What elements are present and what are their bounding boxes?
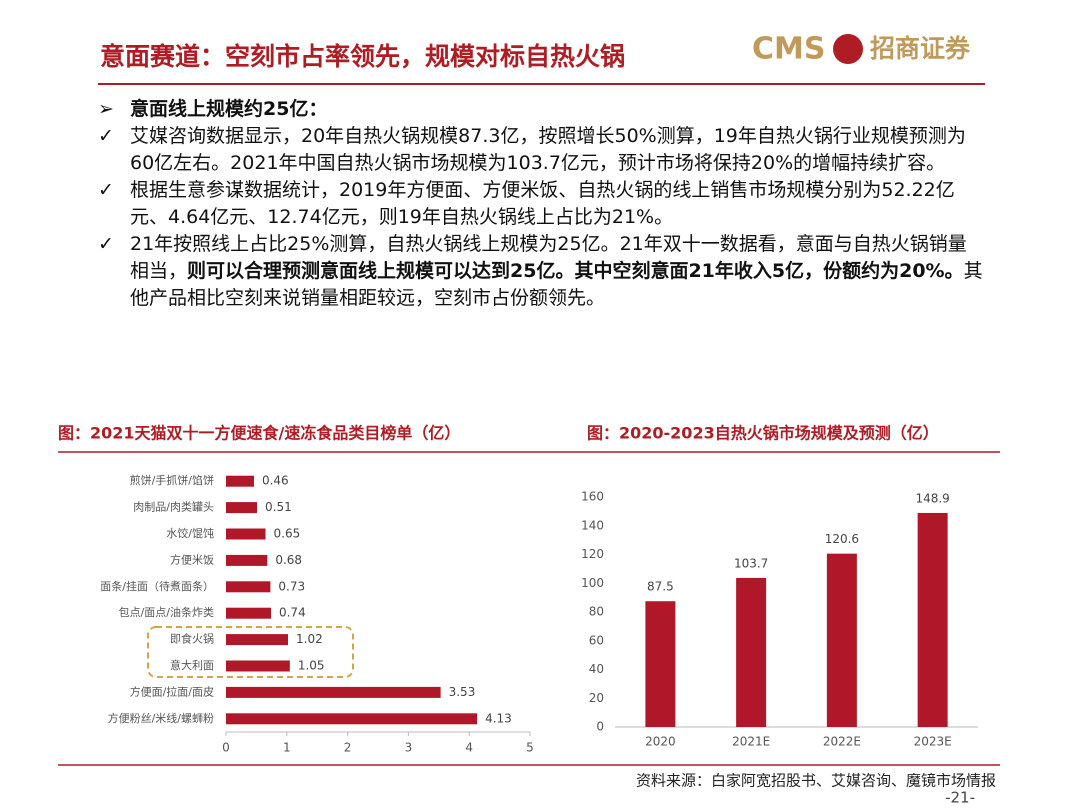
x-tick-label: 2023E [914,735,952,749]
x-tick-label: 1 [283,741,291,755]
bar [226,660,290,672]
company-name: 招商证券 [870,34,971,63]
bullet: ➢ 意面线上规模约25亿： [98,96,983,123]
y-tick-label: 方便粉丝/米线/螺蛳粉 [108,711,214,725]
text-run: 21年按照线上占比25%测算，自热火锅线上规模为25亿。21年双十一数据看，意面… [130,233,967,282]
x-tick-label: 2022E [823,735,861,749]
bullet-text: 意面线上规模约25亿： [130,96,327,123]
y-tick-label: 140 [581,518,604,532]
text-run: 艾媒咨询数据显示，20年自热火锅规模87.3亿，按照增长50%测算，19年自热火… [130,125,966,174]
y-tick-label: 意大利面 [170,658,214,672]
y-tick-label: 160 [581,490,604,504]
bullet-marker: ✓ [98,125,114,147]
slide-title: 意面赛道：空刻市占率领先，规模对标自热火锅 [100,42,625,71]
x-tick-label: 4 [465,741,473,755]
y-tick-label: 60 [589,633,604,647]
y-tick-label: 水饺/馄饨 [166,526,214,540]
value-label: 4.13 [485,711,512,725]
y-tick-label: 120 [581,547,604,561]
value-label: 1.02 [296,632,323,646]
text-run: 则可以合理预测意面线上规模可以达到25亿。其中空刻意面21年收入5亿，份额约为2… [187,260,964,282]
y-tick-label: 40 [589,662,604,676]
bar [226,581,271,593]
source-note: 资料来源：白家阿宽招股书、艾媒咨询、魔镜市场情报 [636,772,996,790]
bar [917,512,948,727]
x-tick-label: 2 [344,741,352,755]
y-tick-label: 100 [581,576,604,590]
highlight-box [147,626,354,678]
value-label: 0.68 [275,553,302,567]
y-tick-label: 方便面/拉面/面皮 [130,684,214,698]
y-tick-label: 80 [589,605,604,619]
x-tick-label: 2020 [645,735,676,749]
y-tick-label: 煎饼/手抓饼/馅饼 [130,473,214,487]
y-tick-label: 0 [596,720,604,734]
y-tick-label: 20 [589,691,604,705]
bullet-text: 艾媒咨询数据显示，20年自热火锅规模87.3亿，按照增长50%测算，19年自热火… [130,123,983,177]
value-label: 0.73 [278,579,305,593]
bar [645,601,676,727]
x-tick-label: 3 [405,741,413,755]
value-label: 1.05 [298,659,325,673]
bar [736,577,767,727]
logo-text: CMS [752,32,825,67]
text-run: 其他产品相比空刻来说销量相距较远，空刻市占份额领先。 [130,260,983,309]
bullet: ✓ 21年按照线上占比25%测算，自热火锅线上规模为25亿。21年双十一数据看，意… [98,231,983,312]
bar [226,713,478,725]
chart-title: 图：2021天猫双十一方便速食/速冻食品类目榜单（亿） [58,424,460,443]
y-tick-label: 肉制品/肉类罐头 [133,500,214,514]
bullet-marker: ✓ [98,179,114,201]
x-tick-label: 0 [222,741,230,755]
bullet-marker: ➢ [98,98,114,120]
value-label: 0.65 [274,527,301,541]
bar [226,686,441,698]
x-tick-label: 5 [526,741,534,755]
y-tick-label: 面条/挂面（待煮面条） [100,579,214,593]
text-run: 意面线上规模约25亿： [130,98,328,120]
logo-icon [833,34,863,64]
value-label: 120.6 [825,532,859,546]
bullet-text: 21年按照线上占比25%测算，自热火锅线上规模为25亿。21年双十一数据看，意面… [130,231,983,312]
bar [826,553,857,727]
value-label: 87.5 [647,580,674,594]
value-label: 103.7 [734,556,768,570]
bar [226,475,254,487]
value-label: 0.74 [279,606,306,620]
bar [226,554,268,566]
bullet-marker: ✓ [98,233,114,255]
bullet-text: 根据生意参谋数据统计，2019年方便面、方便米饭、自热火锅的线上销售市场规模分别… [130,177,983,231]
value-label: 148.9 [915,491,949,505]
x-tick-label: 2021E [732,735,770,749]
y-tick-label: 包点/面点/油条炸类 [119,605,214,619]
bullet: ✓ 根据生意参谋数据统计，2019年方便面、方便米饭、自热火锅的线上销售市场规模分… [98,177,983,231]
bullet-list: ➢ 意面线上规模约25亿： ✓ 艾媒咨询数据显示，20年自热火锅规模87.3亿，按照… [98,96,983,312]
y-tick-label: 即食火锅 [170,632,214,646]
value-label: 0.51 [265,500,292,514]
bullet: ✓ 艾媒咨询数据显示，20年自热火锅规模87.3亿，按照增长50%测算，19年自热… [98,123,983,177]
bar [226,502,258,514]
text-run: 根据生意参谋数据统计，2019年方便面、方便米饭、自热火锅的线上销售市场规模分别… [130,179,955,228]
y-tick-label: 方便米饭 [170,552,214,566]
bar [226,634,289,646]
value-label: 3.53 [449,685,476,699]
bar [226,607,271,619]
value-label: 0.46 [262,474,289,488]
bar [226,528,266,540]
page-number: -21- [945,789,975,807]
chart-title: 图：2020-2023自热火锅市场规模及预测（亿） [587,424,939,443]
